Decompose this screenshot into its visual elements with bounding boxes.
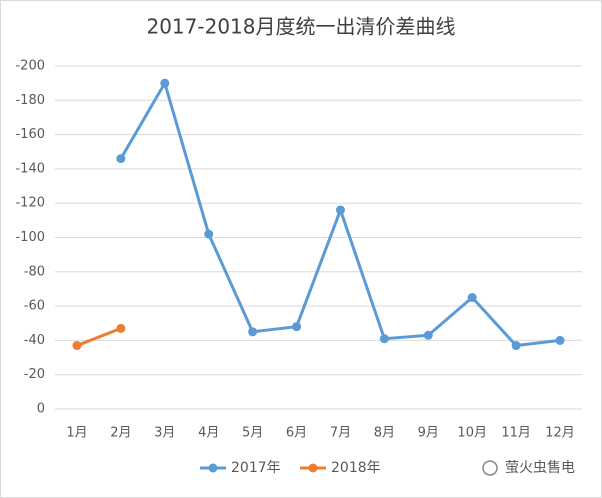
y-tick-label: -200 bbox=[15, 59, 45, 74]
y-tick-label: -40 bbox=[24, 333, 45, 348]
x-tick-label: 5月 bbox=[242, 426, 263, 441]
x-tick-label: 6月 bbox=[286, 426, 307, 441]
x-tick-label: 12月 bbox=[545, 426, 575, 441]
legend-label: 2017年 bbox=[231, 460, 281, 476]
x-tick-label: 11月 bbox=[501, 426, 531, 441]
watermark-text: 萤火虫售电 bbox=[505, 460, 575, 476]
y-tick-label: -180 bbox=[15, 93, 45, 108]
data-point bbox=[467, 293, 477, 303]
x-tick-label: 1月 bbox=[66, 426, 87, 441]
data-point bbox=[72, 341, 82, 351]
x-tick-label: 2月 bbox=[110, 426, 131, 441]
data-point bbox=[204, 229, 214, 239]
y-tick-label: -140 bbox=[15, 161, 45, 176]
data-point bbox=[292, 322, 302, 332]
x-tick-label: 7月 bbox=[330, 426, 351, 441]
y-tick-label: -120 bbox=[15, 196, 45, 211]
x-tick-label: 9月 bbox=[418, 426, 439, 441]
x-tick-label: 3月 bbox=[154, 426, 175, 441]
legend-label: 2018年 bbox=[331, 460, 381, 476]
data-point bbox=[248, 327, 258, 337]
watermark-icon bbox=[482, 460, 498, 476]
legend-marker bbox=[208, 463, 218, 473]
data-point bbox=[379, 334, 389, 344]
y-tick-label: -20 bbox=[24, 367, 45, 382]
series-line bbox=[76, 326, 122, 347]
x-tick-label: 10月 bbox=[457, 426, 487, 441]
data-point bbox=[160, 78, 170, 88]
x-tick-label: 4月 bbox=[198, 426, 219, 441]
y-tick-label: -60 bbox=[24, 299, 45, 314]
y-tick-label: -80 bbox=[24, 264, 45, 279]
data-point bbox=[511, 341, 521, 351]
data-point bbox=[335, 205, 345, 215]
y-tick-label: -160 bbox=[15, 127, 45, 142]
y-tick-label: 0 bbox=[37, 402, 45, 417]
watermark: 萤火虫售电 bbox=[482, 460, 575, 476]
data-point bbox=[116, 323, 126, 333]
data-point bbox=[423, 330, 433, 340]
chart-title: 2017-2018月度统一出清价差曲线 bbox=[146, 15, 455, 39]
y-tick-label: -100 bbox=[15, 230, 45, 245]
data-point bbox=[116, 154, 126, 164]
legend-marker bbox=[308, 463, 318, 473]
x-tick-label: 8月 bbox=[374, 426, 395, 441]
data-point bbox=[555, 335, 565, 345]
